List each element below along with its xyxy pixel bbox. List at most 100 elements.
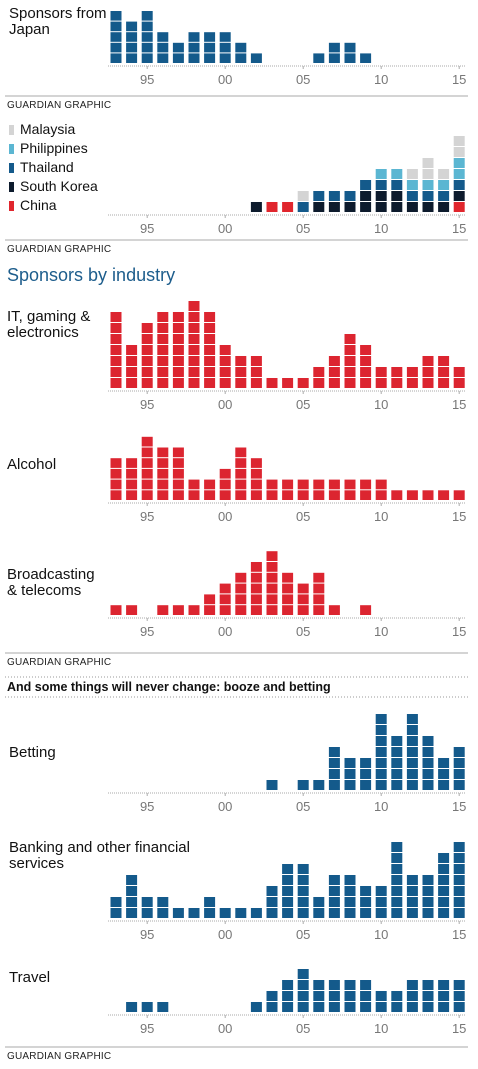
unit-square xyxy=(110,458,122,468)
unit-square xyxy=(110,323,122,333)
unit-square xyxy=(422,991,434,1001)
unit-square xyxy=(141,458,153,468)
unit-square xyxy=(375,1002,387,1012)
unit-square xyxy=(344,886,356,896)
unit-square xyxy=(391,180,403,190)
unit-square xyxy=(282,897,294,907)
unit-square xyxy=(375,758,387,768)
unit-square xyxy=(157,334,169,344)
unit-square xyxy=(313,202,325,212)
unit-square xyxy=(453,758,465,768)
unit-square xyxy=(344,769,356,779)
unit-square xyxy=(406,367,418,377)
unit-square xyxy=(391,908,403,918)
unit-square xyxy=(110,312,122,322)
unit-square xyxy=(282,202,294,212)
unit-square xyxy=(250,605,262,615)
unit-square xyxy=(126,458,138,468)
unit-square xyxy=(141,479,153,490)
unit-square xyxy=(391,736,403,746)
unit-square xyxy=(391,1002,403,1012)
unit-square xyxy=(328,605,340,615)
unit-square xyxy=(157,356,169,366)
unit-square xyxy=(235,447,247,458)
footer-credit: GUARDIAN GRAPHIC xyxy=(7,1051,112,1062)
unit-square xyxy=(422,378,434,388)
unit-square xyxy=(266,551,278,561)
unit-square xyxy=(375,479,387,490)
unit-square xyxy=(188,345,200,355)
unit-square xyxy=(172,334,184,344)
unit-square xyxy=(126,356,138,366)
x-tick-label: 05 xyxy=(295,221,311,236)
unit-square xyxy=(422,169,434,179)
unit-square xyxy=(172,345,184,355)
unit-square xyxy=(188,312,200,322)
unit-square xyxy=(188,323,200,333)
unit-square xyxy=(126,21,138,32)
unit-square xyxy=(453,864,465,874)
unit-square xyxy=(453,842,465,852)
unit-square xyxy=(344,908,356,918)
unit-square xyxy=(344,991,356,1001)
unit-square xyxy=(438,202,450,212)
unit-square xyxy=(453,147,465,157)
legend-swatch xyxy=(9,182,14,192)
unit-square xyxy=(375,897,387,907)
unit-square xyxy=(266,378,278,388)
x-tick-label: 05 xyxy=(295,72,311,87)
unit-square xyxy=(204,594,216,605)
unit-square xyxy=(422,356,434,366)
unit-square xyxy=(282,1002,294,1012)
unit-square xyxy=(391,864,403,874)
unit-square xyxy=(266,202,278,212)
unit-square xyxy=(219,583,231,594)
unit-square xyxy=(438,886,450,896)
unit-square xyxy=(422,1002,434,1012)
x-tick-label: 00 xyxy=(217,221,233,236)
unit-square xyxy=(391,490,403,500)
unit-square xyxy=(235,605,247,615)
unit-square xyxy=(360,769,372,779)
unit-square xyxy=(250,572,262,583)
x-tick-label: 95 xyxy=(139,72,155,87)
unit-square xyxy=(422,780,434,790)
unit-square xyxy=(344,490,356,500)
unit-square xyxy=(406,725,418,735)
x-tick-label: 15 xyxy=(451,397,467,412)
unit-square xyxy=(406,780,418,790)
unit-square xyxy=(406,180,418,190)
unit-square xyxy=(172,312,184,322)
unit-square xyxy=(110,42,122,53)
unit-square xyxy=(188,479,200,490)
unit-square xyxy=(422,490,434,500)
unit-square xyxy=(266,897,278,907)
unit-square xyxy=(453,158,465,168)
x-tick-label: 15 xyxy=(451,509,467,524)
unit-square xyxy=(235,458,247,468)
x-tick-label: 95 xyxy=(139,509,155,524)
unit-square xyxy=(282,864,294,874)
unit-square xyxy=(391,780,403,790)
unit-square xyxy=(188,490,200,500)
unit-square xyxy=(313,897,325,907)
unit-square xyxy=(204,378,216,388)
unit-square xyxy=(344,191,356,201)
unit-square xyxy=(110,479,122,490)
unit-square xyxy=(266,594,278,605)
unit-square xyxy=(172,378,184,388)
unit-square xyxy=(438,875,450,885)
unit-square xyxy=(204,605,216,615)
x-tick-label: 15 xyxy=(451,927,467,942)
x-tick-label: 10 xyxy=(373,624,389,639)
unit-square xyxy=(453,490,465,500)
unit-square xyxy=(438,853,450,863)
unit-square xyxy=(391,378,403,388)
x-tick-label: 15 xyxy=(451,72,467,87)
unit-square xyxy=(126,345,138,355)
unit-square xyxy=(297,780,309,790)
unit-square xyxy=(266,991,278,1001)
unit-square xyxy=(235,356,247,366)
unit-square xyxy=(141,32,153,42)
